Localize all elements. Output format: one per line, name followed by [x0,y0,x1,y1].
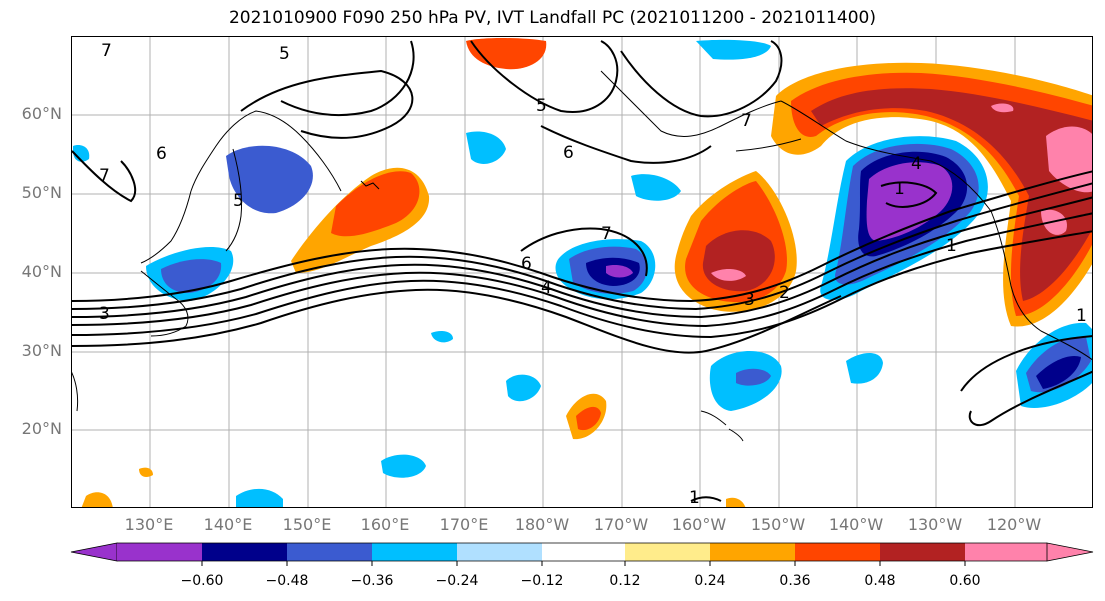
colorbar-tick: −0.24 [435,573,479,589]
lat-label-30: 30°N [21,341,62,360]
coastlines [72,70,1092,442]
lon-label-160w: 160°W [671,515,727,534]
contour-label: 7 [741,111,752,131]
contour-label: 2 [779,283,790,303]
contour-label: 3 [99,304,110,324]
contour-label: 1 [946,236,957,256]
contour-label: 1 [689,488,700,508]
colorbar-tick: 0.48 [864,573,896,589]
pv-contours [72,40,1092,502]
contour-label: 7 [99,166,110,186]
lon-label-140w: 140°W [828,515,884,534]
colorbar-tick: 0.36 [779,573,811,589]
lon-label-150e: 150°E [282,515,332,534]
lat-label-20: 20°N [21,419,62,438]
contour-label: 5 [233,191,244,211]
lon-label-150w: 150°W [750,515,806,534]
contour-labels: 7 5 5 6 6 7 7 5 3 7 6 4 3 2 1 1 4 1 1 [99,41,1087,508]
lon-label-130w: 130°W [907,515,963,534]
contour-label: 6 [521,254,532,274]
colorbar-tick: −0.36 [350,573,394,589]
contour-label: 3 [744,290,755,310]
colorbar-tick: −0.48 [265,573,309,589]
contour-label: 6 [563,143,574,163]
colorbar-tick: 0.12 [609,573,641,589]
ivt-shading [73,38,1092,507]
colorbar-tick: −0.12 [520,573,564,589]
lon-label-120w: 120°W [986,515,1042,534]
contour-label: 6 [156,144,167,164]
contour-label: 5 [279,44,290,64]
map-panel: 7 5 5 6 6 7 7 5 3 7 6 4 3 2 1 1 4 1 1 [71,36,1093,508]
lat-label-40: 40°N [21,262,62,281]
map-title: 2021010900 F090 250 hPa PV, IVT Landfall… [228,8,876,28]
contour-label: 1 [894,179,905,199]
contour-label: 4 [911,154,922,174]
lon-label-180w: 180°W [514,515,570,534]
lon-label-130e: 130°E [124,515,174,534]
contour-label: 1 [1076,306,1087,326]
lon-label-160e: 160°E [360,515,410,534]
lat-label-60: 60°N [21,104,62,123]
colorbar-tick: 0.24 [694,573,726,589]
lat-label-50: 50°N [21,183,62,202]
colorbar-tick: −0.60 [180,573,224,589]
contour-label: 4 [541,278,552,298]
contour-label: 7 [101,41,112,61]
contour-label: 5 [536,96,547,116]
contour-label: 7 [601,224,612,244]
colorbar-tick: 0.60 [949,573,981,589]
lon-label-170e: 170°E [439,515,489,534]
lon-label-170w: 170°W [593,515,649,534]
lon-label-140e: 140°E [203,515,253,534]
map-canvas: 7 5 5 6 6 7 7 5 3 7 6 4 3 2 1 1 4 1 1 [72,37,1092,508]
